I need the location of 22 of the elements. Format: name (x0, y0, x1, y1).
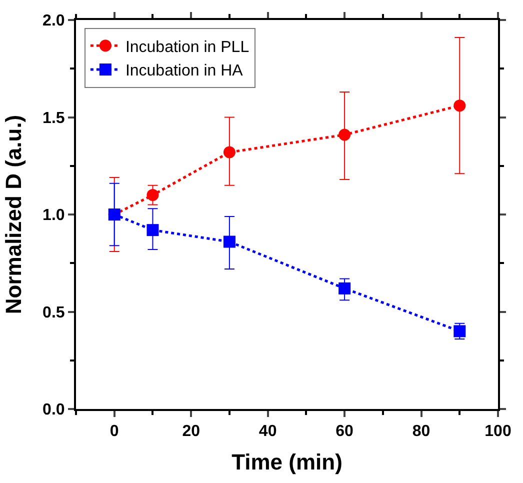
y-tick-label: 1.5 (42, 110, 65, 127)
x-tick-label: 0 (110, 423, 119, 440)
legend-label: Incubation in HA (125, 62, 244, 80)
y-axis-title: Normalized D (a.u.) (0, 114, 26, 314)
point (454, 100, 466, 112)
x-tick-label: 60 (336, 423, 354, 440)
y-tick-label: 0.5 (42, 304, 65, 322)
point (338, 128, 351, 141)
x-tick-label: 80 (412, 423, 430, 440)
point (146, 189, 159, 202)
x-axis-title: Time (min) (232, 450, 342, 475)
x-tick-label: 40 (258, 423, 277, 440)
y-tick-label: 0.0 (42, 402, 65, 419)
point (223, 146, 236, 158)
y-tick-label: 1.0 (42, 207, 65, 224)
legend-label: Incubation in PLL (125, 38, 250, 56)
x-tick-label: 100 (484, 423, 512, 440)
point (146, 224, 159, 236)
point (338, 282, 351, 294)
x-tick-label: 20 (182, 423, 200, 440)
y-tick-label: 2.0 (42, 12, 65, 30)
point (223, 236, 236, 248)
